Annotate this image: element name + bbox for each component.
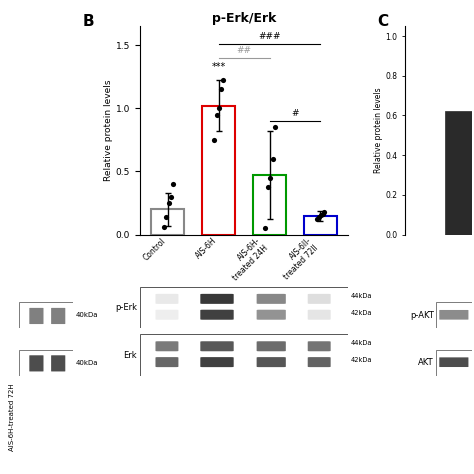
Point [218,85,225,93]
FancyBboxPatch shape [201,294,234,304]
FancyBboxPatch shape [256,341,286,351]
Text: 42kDa: 42kDa [351,310,372,316]
FancyBboxPatch shape [308,310,331,320]
FancyBboxPatch shape [256,310,286,320]
FancyBboxPatch shape [155,310,178,320]
Text: C: C [377,14,388,29]
Text: ###: ### [258,32,281,41]
FancyBboxPatch shape [439,357,468,367]
Point [321,208,328,216]
Point [169,180,177,188]
Bar [151,210,184,235]
Bar [445,111,474,235]
FancyBboxPatch shape [155,341,178,351]
FancyBboxPatch shape [308,294,331,304]
Point [213,111,220,118]
FancyBboxPatch shape [51,308,65,324]
Point [314,216,321,223]
Point [266,174,274,182]
Text: 40kDa: 40kDa [76,312,98,319]
FancyBboxPatch shape [155,294,178,304]
FancyBboxPatch shape [308,357,331,367]
Text: 42kDa: 42kDa [351,357,372,363]
FancyBboxPatch shape [256,357,286,367]
FancyBboxPatch shape [201,310,234,320]
Text: 40kDa: 40kDa [76,360,98,366]
FancyBboxPatch shape [201,357,234,367]
Point [271,123,278,131]
FancyBboxPatch shape [29,308,44,324]
Text: 44kDa: 44kDa [351,293,372,299]
FancyBboxPatch shape [256,294,286,304]
Point [319,210,327,218]
Point [163,213,170,221]
Point [316,213,323,221]
Point [160,223,167,231]
Bar [253,175,286,235]
Point [318,211,325,219]
FancyBboxPatch shape [51,356,65,372]
FancyBboxPatch shape [308,341,331,351]
FancyBboxPatch shape [155,357,178,367]
Point [219,77,227,84]
Point [264,183,271,191]
Text: ***: *** [211,62,226,72]
Text: AKT: AKT [418,358,434,367]
Text: p-Erk: p-Erk [115,303,137,312]
Title: p-Erk/Erk: p-Erk/Erk [212,12,276,25]
Text: p-AKT: p-AKT [410,311,434,320]
Text: #: # [291,109,299,118]
Y-axis label: Relative protein levels: Relative protein levels [374,88,383,173]
Point [167,193,174,201]
Text: B: B [83,14,95,29]
Text: 44kDa: 44kDa [351,340,372,346]
Text: Erk: Erk [123,351,137,359]
Point [269,155,276,163]
FancyBboxPatch shape [29,356,44,372]
Bar [202,106,235,235]
Text: ##: ## [237,46,252,55]
FancyBboxPatch shape [201,341,234,351]
Point [165,199,173,207]
FancyBboxPatch shape [439,310,468,319]
Text: AIS-6H-treated 72H: AIS-6H-treated 72H [9,383,15,451]
Point [210,136,218,144]
Point [215,104,222,112]
Y-axis label: Relative protein levels: Relative protein levels [104,80,113,181]
Point [261,225,269,232]
Bar [304,216,337,235]
